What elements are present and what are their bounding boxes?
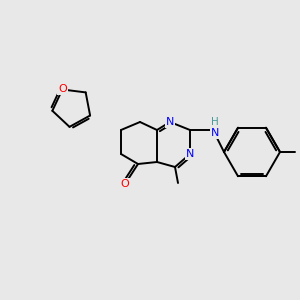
Text: N: N	[166, 117, 174, 127]
Text: N: N	[211, 128, 219, 138]
Text: N: N	[186, 149, 194, 159]
Text: O: O	[121, 179, 129, 189]
Text: O: O	[58, 85, 67, 94]
Text: H: H	[211, 117, 219, 127]
